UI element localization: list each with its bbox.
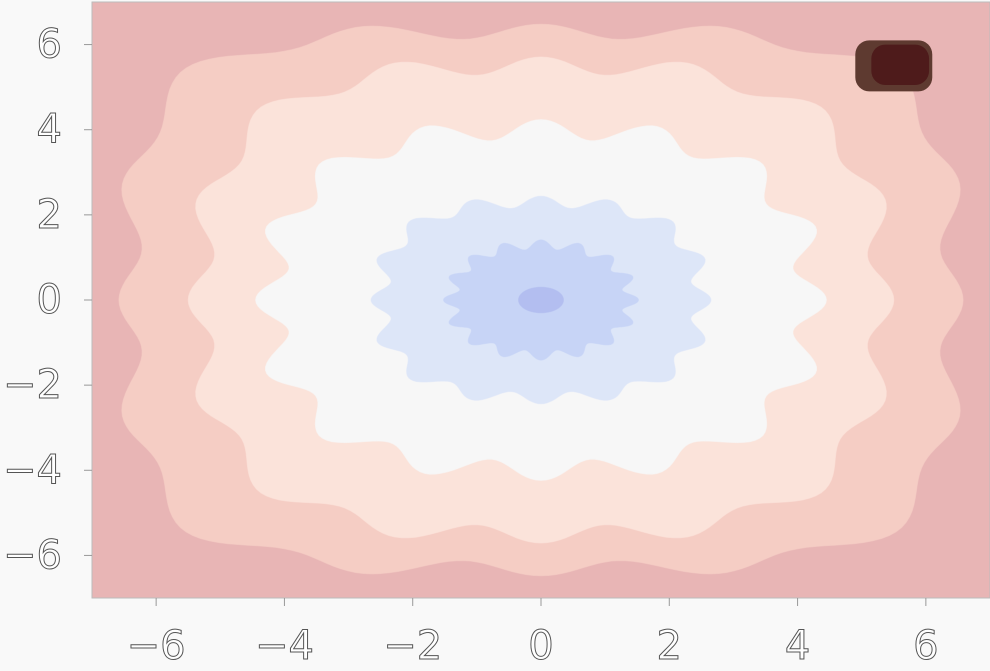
- x-tick-label: −2: [383, 623, 442, 669]
- y-tick-label: 4: [37, 107, 62, 153]
- y-tick-label: 6: [37, 22, 62, 68]
- plot-area: [92, 2, 990, 598]
- y-tick-label: −6: [3, 532, 62, 578]
- x-tick-label: 4: [785, 623, 810, 669]
- y-tick-label: 2: [37, 192, 62, 238]
- x-tick-label: 2: [657, 623, 682, 669]
- x-tick-label: −4: [255, 623, 314, 669]
- axes: −6 −4 −2 0 2 4 6 −6 −4 −2 0 2 4 6: [3, 1, 990, 670]
- x-tick-label: 6: [913, 623, 938, 669]
- contour-peak: [871, 44, 930, 86]
- y-tick-label: 0: [37, 277, 62, 323]
- contour-band: [517, 286, 565, 314]
- x-tick-label: 0: [528, 623, 553, 669]
- y-tick-label: −2: [3, 362, 62, 408]
- y-tick-label: −4: [3, 447, 62, 493]
- x-tick-label: −6: [127, 623, 186, 669]
